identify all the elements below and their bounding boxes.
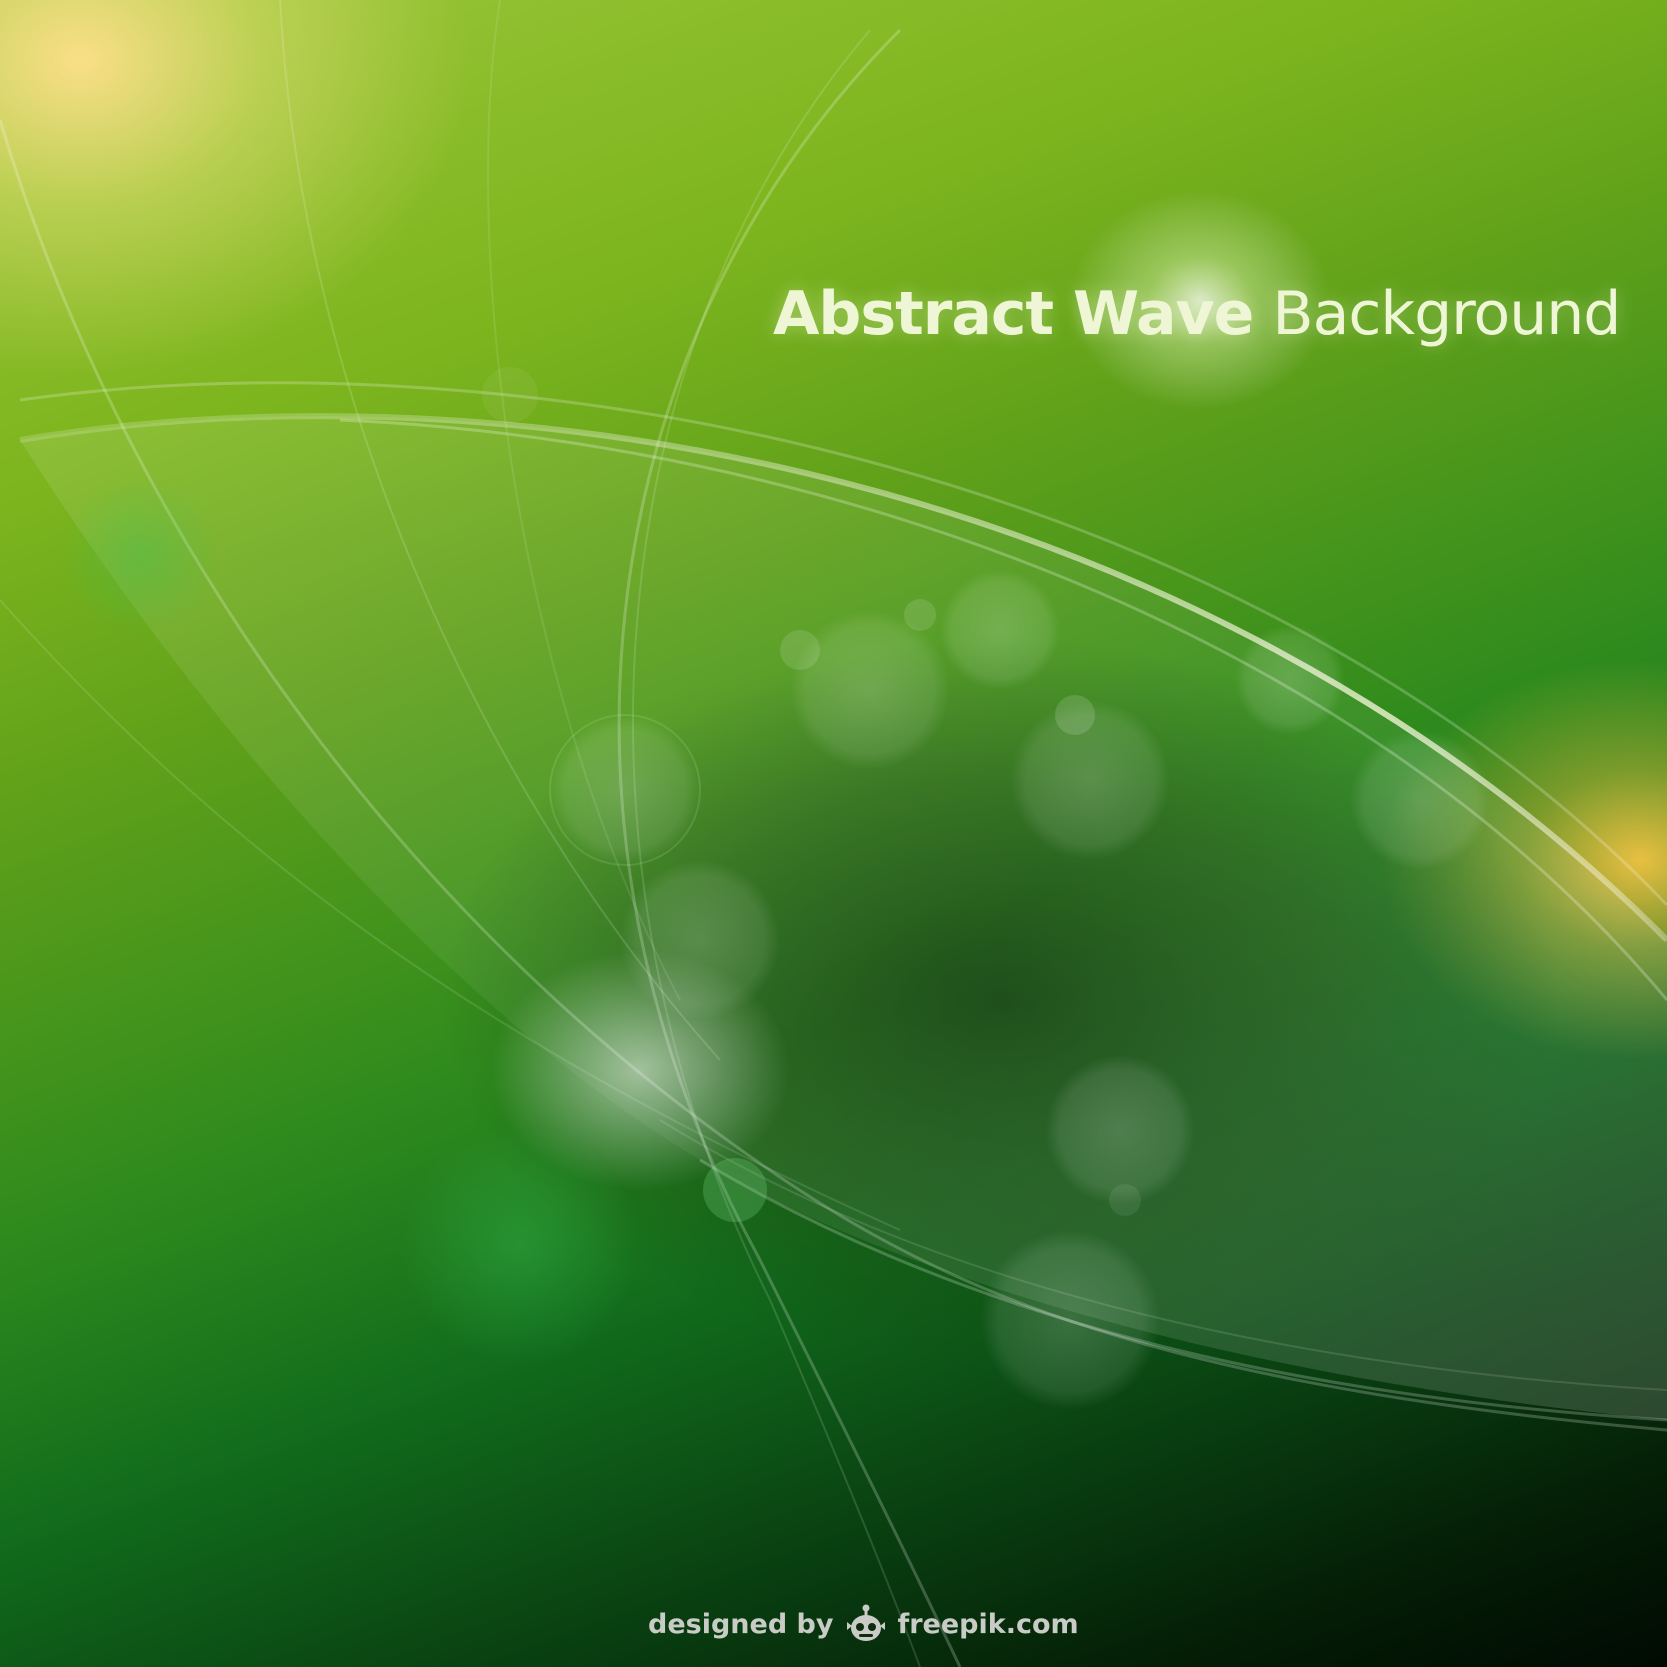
credit-brand: freepik.com	[897, 1608, 1079, 1640]
title-bold: Abstract Wave	[773, 279, 1254, 349]
page-title: Abstract Wave Background	[773, 278, 1621, 350]
freepik-logo-icon	[843, 1602, 889, 1646]
title-light: Background	[1272, 279, 1621, 349]
designer-credit: designed by freepik.com	[648, 1602, 1079, 1646]
credit-prefix: designed by	[648, 1608, 834, 1640]
